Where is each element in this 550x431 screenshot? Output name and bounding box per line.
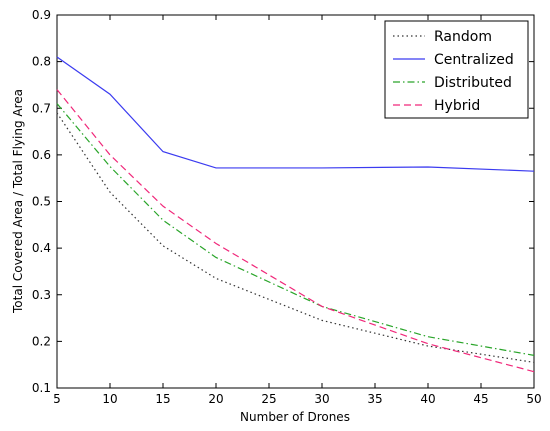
- x-tick-label: 30: [314, 392, 329, 406]
- series-line-centralized: [56, 56, 535, 172]
- x-tick-label: 40: [420, 392, 435, 406]
- y-tick-label: 0.1: [32, 381, 51, 395]
- y-tick-label: 0.3: [32, 288, 51, 302]
- legend-label-centralized: Centralized: [434, 52, 514, 68]
- series-line-distributed: [56, 103, 535, 356]
- legend-label-distributed: Distributed: [434, 75, 512, 91]
- legend-label-hybrid: Hybrid: [434, 98, 480, 114]
- series-line-random: [56, 112, 535, 363]
- series-lines: [56, 56, 535, 373]
- y-tick-label: 0.7: [32, 101, 51, 115]
- y-tick-label: 0.4: [32, 241, 51, 255]
- y-tick-label: 0.5: [32, 195, 51, 209]
- x-tick-label: 10: [102, 392, 117, 406]
- series-line-hybrid: [56, 89, 535, 373]
- x-tick-label: 5: [53, 392, 61, 406]
- legend-box: [384, 20, 529, 119]
- x-tick-label: 20: [208, 392, 223, 406]
- y-tick-label: 0.2: [32, 334, 51, 348]
- x-axis-ticks: 5 10 15 20 25 30 35 40 45 50: [53, 15, 542, 406]
- legend: Random Centralized Distributed Hybrid: [384, 20, 529, 119]
- x-tick-label: 15: [155, 392, 170, 406]
- legend-items: Random Centralized Distributed Hybrid: [393, 29, 514, 114]
- y-tick-label: 0.9: [32, 8, 51, 22]
- y-tick-label: 0.8: [32, 55, 51, 69]
- x-tick-label: 35: [367, 392, 382, 406]
- y-tick-label: 0.6: [32, 148, 51, 162]
- y-axis-ticks: 0.1 0.2 0.3 0.4 0.5 0.6 0.7 0.8 0.9: [32, 8, 534, 395]
- x-tick-label: 25: [261, 392, 276, 406]
- x-axis-label: Number of Drones: [240, 410, 350, 424]
- legend-label-random: Random: [434, 29, 492, 45]
- x-tick-label: 50: [526, 392, 541, 406]
- x-tick-label: 45: [473, 392, 488, 406]
- y-axis-label: Total Covered Area / Total Flying Area: [11, 89, 25, 314]
